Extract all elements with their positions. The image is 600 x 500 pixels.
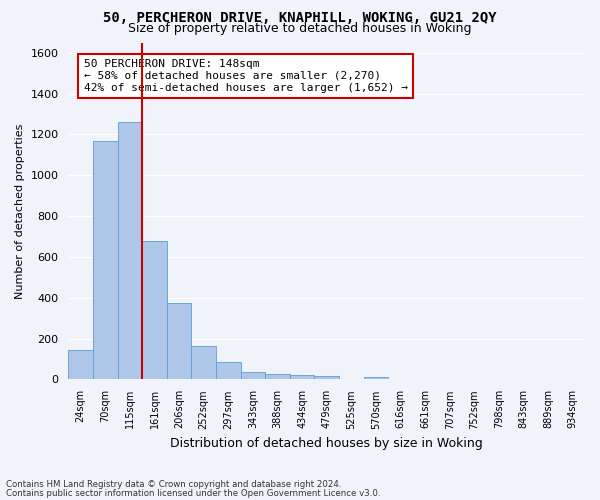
Bar <box>167 303 191 380</box>
Bar <box>290 376 314 380</box>
Bar <box>216 362 241 380</box>
Bar <box>118 122 142 380</box>
Bar <box>68 350 93 380</box>
Bar <box>93 140 118 380</box>
Y-axis label: Number of detached properties: Number of detached properties <box>15 124 25 298</box>
Bar <box>265 374 290 380</box>
Text: Contains public sector information licensed under the Open Government Licence v3: Contains public sector information licen… <box>6 489 380 498</box>
Text: Size of property relative to detached houses in Woking: Size of property relative to detached ho… <box>128 22 472 35</box>
X-axis label: Distribution of detached houses by size in Woking: Distribution of detached houses by size … <box>170 437 483 450</box>
Text: 50, PERCHERON DRIVE, KNAPHILL, WOKING, GU21 2QY: 50, PERCHERON DRIVE, KNAPHILL, WOKING, G… <box>103 12 497 26</box>
Bar <box>142 240 167 380</box>
Bar <box>241 372 265 380</box>
Text: 50 PERCHERON DRIVE: 148sqm
← 58% of detached houses are smaller (2,270)
42% of s: 50 PERCHERON DRIVE: 148sqm ← 58% of deta… <box>84 60 408 92</box>
Text: Contains HM Land Registry data © Crown copyright and database right 2024.: Contains HM Land Registry data © Crown c… <box>6 480 341 489</box>
Bar <box>364 377 388 380</box>
Bar <box>314 376 339 380</box>
Bar <box>191 346 216 380</box>
